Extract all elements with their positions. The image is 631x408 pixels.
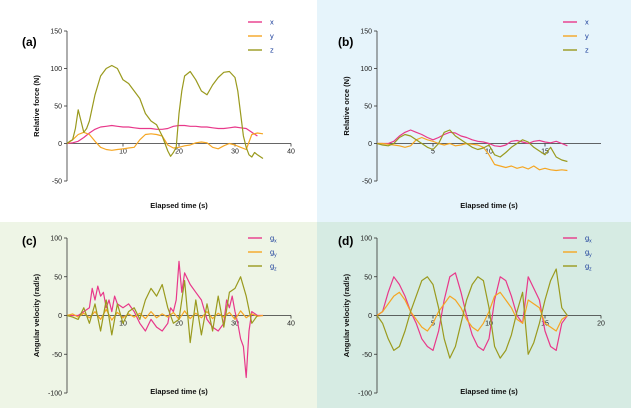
legend-entry: x bbox=[270, 18, 274, 27]
legend-entry: gy bbox=[585, 248, 592, 259]
x-tick-label: 10 bbox=[485, 321, 493, 328]
legend-entry: gx bbox=[270, 234, 277, 245]
x-tick-label: 10 bbox=[485, 149, 493, 156]
series-line-y bbox=[66, 131, 264, 151]
y-tick-label: 100 bbox=[360, 66, 372, 73]
y-axis-label: Angular velocity (rad/s) bbox=[32, 273, 41, 357]
series-line-x bbox=[377, 129, 568, 148]
y-tick-label: 50 bbox=[364, 274, 372, 281]
legend-entry: z bbox=[270, 46, 274, 55]
x-tick-label: 30 bbox=[231, 149, 239, 156]
series-line-gz bbox=[66, 276, 258, 344]
legend-entry: gz bbox=[270, 262, 277, 273]
x-tick-label: 30 bbox=[231, 321, 239, 328]
y-axis-label: Relative orce (N) bbox=[342, 76, 351, 136]
x-axis-label: Elapsed time (s) bbox=[150, 387, 208, 396]
series-line-z bbox=[376, 129, 568, 163]
y-tick-label: -50 bbox=[52, 352, 62, 359]
legend-entry: gy bbox=[270, 248, 277, 259]
panel-b: -50 0 50 100 150 5 10 15 Elapsed time (s) Relativ… bbox=[317, 0, 631, 222]
panel-background bbox=[0, 222, 317, 408]
x-tick-label: 10 bbox=[119, 149, 127, 156]
y-tick-label: -50 bbox=[362, 352, 372, 359]
panel-a: -50 0 50 100 150 10 20 30 40 Elapsed time (s) Rela… bbox=[0, 0, 317, 222]
y-tick-label: -100 bbox=[358, 391, 372, 398]
x-tick-label: 20 bbox=[597, 321, 605, 328]
y-tick-label: 0 bbox=[368, 313, 372, 320]
y-tick-label: 150 bbox=[50, 29, 62, 36]
y-tick-label: 100 bbox=[360, 236, 372, 243]
legend-entry: y bbox=[585, 32, 589, 41]
x-tick-label: 20 bbox=[175, 149, 183, 156]
y-tick-label: 0 bbox=[368, 141, 372, 148]
x-axis-label: Elapsed time (s) bbox=[460, 387, 518, 396]
y-tick-label: 50 bbox=[54, 274, 62, 281]
y-tick-label: 50 bbox=[364, 104, 372, 111]
series-line-gy bbox=[66, 308, 264, 321]
y-tick-label: 100 bbox=[50, 66, 62, 73]
series-line-z bbox=[66, 64, 264, 160]
panel-label: (a) bbox=[22, 35, 37, 49]
y-tick-label: -50 bbox=[362, 179, 372, 186]
x-axis-label: Elapsed time (s) bbox=[460, 201, 518, 210]
y-tick-label: 50 bbox=[54, 104, 62, 111]
y-tick-label: 0 bbox=[58, 141, 62, 148]
y-tick-label: -100 bbox=[48, 391, 62, 398]
panel-label: (c) bbox=[22, 234, 37, 248]
series-line-gy bbox=[376, 291, 568, 332]
series-line-gx bbox=[67, 260, 263, 379]
legend-entry: gz bbox=[585, 262, 592, 273]
panel-label: (d) bbox=[338, 234, 353, 248]
x-axis-label: Elapsed time (s) bbox=[150, 201, 208, 210]
y-tick-label: 150 bbox=[360, 29, 372, 36]
panel-background bbox=[317, 222, 631, 408]
y-tick-label: 100 bbox=[50, 236, 62, 243]
panel-c: -100 -50 0 50 100 10 20 30 40 Elapsed time (s) Ang… bbox=[0, 222, 317, 408]
series-line-x bbox=[66, 124, 258, 145]
panel-background bbox=[317, 0, 631, 222]
series-line-y bbox=[377, 136, 568, 172]
x-tick-label: 5 bbox=[431, 149, 435, 156]
legend-entry: y bbox=[270, 32, 274, 41]
panel-label: (b) bbox=[338, 35, 353, 49]
y-axis-label: Angular velocity (rad/s) bbox=[342, 273, 351, 357]
x-tick-label: 10 bbox=[119, 321, 127, 328]
series-line-gz bbox=[376, 268, 568, 359]
y-tick-label: -50 bbox=[52, 179, 62, 186]
legend-entry: z bbox=[585, 46, 589, 55]
panel-background bbox=[0, 0, 317, 222]
x-tick-label: 40 bbox=[287, 321, 295, 328]
legend-entry: x bbox=[585, 18, 589, 27]
x-tick-label: 15 bbox=[541, 149, 549, 156]
y-tick-label: 0 bbox=[58, 313, 62, 320]
y-axis-label: Relative force (N) bbox=[32, 75, 41, 137]
x-tick-label: 20 bbox=[175, 321, 183, 328]
x-tick-label: 40 bbox=[287, 149, 295, 156]
legend-entry: gx bbox=[585, 234, 592, 245]
